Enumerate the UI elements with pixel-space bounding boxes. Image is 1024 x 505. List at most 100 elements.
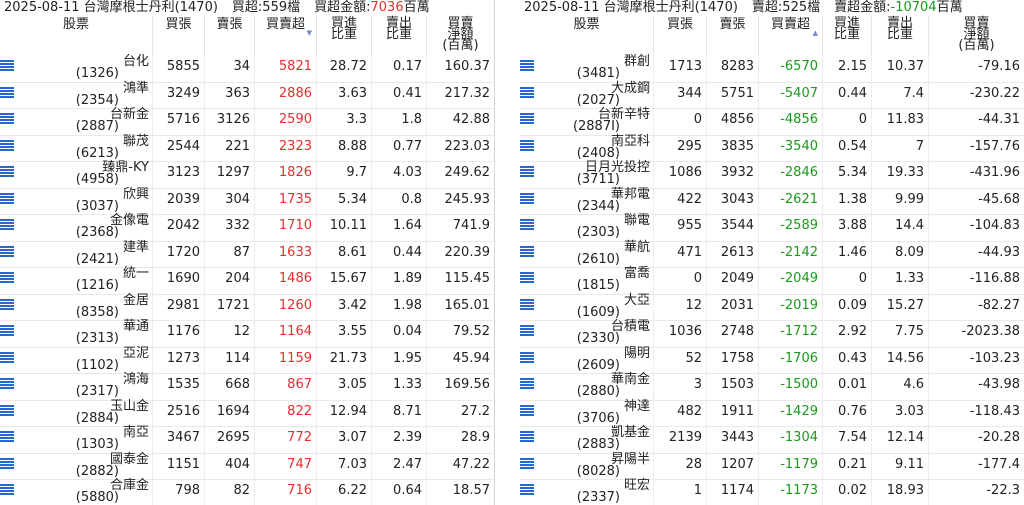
table-row[interactable]: 富喬 (1815) 0 2049 -2049 0 1.33 -116.88 — [520, 267, 1024, 295]
stock-name[interactable]: 南亞科 — [610, 133, 650, 149]
list-menu-icon[interactable] — [0, 457, 14, 470]
list-menu-icon[interactable] — [520, 457, 534, 470]
table-row[interactable]: 華航 (2610) 471 2613 -2142 1.46 8.09 -44.93 — [520, 241, 1024, 268]
list-menu-icon[interactable] — [0, 219, 14, 231]
table-row[interactable]: 鴻海 (2317) 1535 668 867 3.05 1.33 169.56 — [0, 372, 494, 401]
list-menu-icon[interactable] — [0, 60, 14, 72]
stock-name-cell[interactable]: 華邦電 (2344) — [520, 186, 654, 215]
list-menu-icon[interactable] — [520, 378, 534, 390]
stock-name[interactable]: 玉山金 — [109, 398, 149, 414]
stock-name-cell[interactable]: 陽明 (2609) — [520, 347, 654, 374]
stock-name-cell[interactable]: 華通 (2313) — [0, 320, 153, 347]
col-sell-ratio-header[interactable]: 賣出 比重 — [372, 16, 427, 56]
list-menu-icon[interactable] — [0, 113, 14, 125]
stock-name[interactable]: 台積電 — [610, 319, 650, 334]
stock-name-cell[interactable]: 華南金 (2880) — [520, 372, 654, 400]
list-menu-icon[interactable] — [520, 484, 534, 496]
table-row[interactable]: 台化 (1326) 5855 34 5821 28.72 0.17 160.37 — [0, 54, 494, 83]
stock-name-cell[interactable]: 金像電 (2368) — [0, 214, 153, 241]
col-stock-header[interactable]: 股票 — [0, 16, 153, 56]
stock-name-cell[interactable]: 玉山金 (2884) — [0, 398, 153, 427]
col-amount-header[interactable]: 買賣 淨額 (百萬) — [958, 16, 995, 53]
list-menu-icon[interactable] — [0, 404, 14, 417]
list-menu-icon[interactable] — [0, 86, 14, 99]
stock-name[interactable]: 神達 — [623, 398, 650, 414]
stock-name-cell[interactable]: 旺宏 (2337) — [520, 478, 654, 505]
list-menu-icon[interactable] — [520, 325, 534, 337]
table-row[interactable]: 華南金 (2880) 3 1503 -1500 0.01 4.6 -43.98 — [520, 372, 1024, 401]
list-menu-icon[interactable] — [0, 298, 14, 311]
stock-name[interactable]: 鴻準 — [122, 80, 149, 96]
col-sell-header[interactable]: 賣張 — [205, 16, 255, 56]
stock-name-cell[interactable]: 群創 (3481) — [520, 55, 654, 82]
stock-name-cell[interactable]: 金居 (8358) — [0, 292, 153, 321]
stock-name[interactable]: 台新金 — [109, 107, 149, 122]
stock-name-cell[interactable]: 神達 (3706) — [520, 398, 654, 427]
stock-name-cell[interactable]: 亞泥 (1102) — [0, 345, 153, 374]
stock-name-cell[interactable]: 富喬 (1815) — [520, 267, 654, 294]
stock-name[interactable]: 日月光投控 — [584, 160, 650, 175]
stock-name[interactable]: 大成鋼 — [610, 80, 650, 96]
table-row[interactable]: 國泰金 (2882) 1151 404 747 7.03 2.47 47.22 — [0, 451, 494, 480]
list-menu-icon[interactable] — [0, 192, 14, 205]
stock-name[interactable]: 大亞 — [623, 292, 650, 308]
list-menu-icon[interactable] — [520, 139, 534, 152]
stock-name-cell[interactable]: 凱基金 (2883) — [520, 425, 654, 453]
list-menu-icon[interactable] — [520, 86, 534, 99]
stock-name[interactable]: 台化 — [122, 54, 149, 69]
stock-name-cell[interactable]: 華航 (2610) — [520, 241, 654, 268]
table-row[interactable]: 台新金 (2887) 5716 3126 2590 3.3 1.8 42.88 — [0, 107, 494, 136]
stock-name-cell[interactable]: 鴻海 (2317) — [0, 372, 153, 400]
list-menu-icon[interactable] — [520, 166, 534, 178]
table-row[interactable]: 旺宏 (2337) 1 1174 -1173 0.02 18.93 -22.3 — [520, 478, 1024, 505]
stock-name[interactable]: 金居 — [122, 292, 149, 308]
stock-name-cell[interactable]: 欣興 (3037) — [0, 188, 153, 215]
table-row[interactable]: 大成鋼 (2027) 344 5751 -5407 0.44 7.4 -230.22 — [520, 80, 1024, 109]
list-menu-icon[interactable] — [520, 298, 534, 311]
stock-name-cell[interactable]: 台新辛特 (2887I) — [520, 108, 654, 135]
col-sell-header[interactable]: 賣張 — [707, 16, 759, 56]
stock-name-cell[interactable]: 大成鋼 (2027) — [520, 80, 654, 109]
list-menu-icon[interactable] — [0, 272, 14, 284]
table-row[interactable]: 金像電 (2368) 2042 332 1710 10.11 1.64 741.9 — [0, 214, 494, 242]
stock-name-cell[interactable]: 聯電 (2303) — [520, 213, 654, 241]
list-menu-icon[interactable] — [520, 113, 534, 125]
list-menu-icon[interactable] — [0, 245, 14, 258]
stock-name[interactable]: 亞泥 — [122, 345, 149, 361]
list-menu-icon[interactable] — [520, 272, 534, 284]
list-menu-icon[interactable] — [520, 192, 534, 205]
table-row[interactable]: 亞泥 (1102) 1273 114 1159 21.73 1.95 45.94 — [0, 345, 494, 374]
col-stock-header[interactable]: 股票 — [520, 16, 654, 56]
table-row[interactable]: 統一 (1216) 1690 204 1486 15.67 1.89 115.45 — [0, 266, 494, 295]
stock-name-cell[interactable]: 合庫金 (5880) — [0, 479, 153, 505]
col-buy-ratio-header[interactable]: 買進 比重 — [317, 16, 372, 56]
list-menu-icon[interactable] — [520, 219, 534, 231]
table-row[interactable]: 大亞 (1609) 12 2031 -2019 0.09 15.27 -82.27 — [520, 292, 1024, 321]
table-row[interactable]: 神達 (3706) 482 1911 -1429 0.76 3.03 -118.43 — [520, 398, 1024, 427]
stock-name[interactable]: 華南金 — [610, 372, 650, 387]
stock-name-cell[interactable]: 建準 (2421) — [0, 241, 153, 268]
stock-name[interactable]: 統一 — [122, 266, 149, 281]
stock-name-cell[interactable]: 台積電 (2330) — [520, 319, 654, 347]
table-row[interactable]: 合庫金 (5880) 798 82 716 6.22 0.64 18.57 — [0, 479, 494, 505]
list-menu-icon[interactable] — [520, 351, 534, 364]
stock-name[interactable]: 凱基金 — [610, 425, 650, 440]
stock-name-cell[interactable]: 台化 (1326) — [0, 54, 153, 82]
stock-name[interactable]: 鴻海 — [122, 372, 149, 387]
table-row[interactable]: 聯電 (2303) 955 3544 -2589 3.88 14.4 -104.83 — [520, 213, 1024, 242]
table-row[interactable]: 凱基金 (2883) 2139 3443 -1304 7.54 12.14 -20.28 — [520, 425, 1024, 454]
stock-name[interactable]: 國泰金 — [109, 451, 149, 467]
table-row[interactable]: 南亞科 (2408) 295 3835 -3540 0.54 7 -157.76 — [520, 133, 1024, 162]
table-row[interactable]: 鴻準 (2354) 3249 363 2886 3.63 0.41 217.32 — [0, 80, 494, 109]
stock-name[interactable]: 華邦電 — [610, 186, 650, 202]
table-row[interactable]: 陽明 (2609) 52 1758 -1706 0.43 14.56 -103.23 — [520, 347, 1024, 374]
list-menu-icon[interactable] — [0, 378, 14, 390]
table-row[interactable]: 昇陽半 (8028) 28 1207 -1179 0.21 9.11 -177.4 — [520, 453, 1024, 480]
col-net-header[interactable]: 買賣超 ▲ — [759, 16, 823, 56]
list-menu-icon[interactable] — [0, 431, 14, 443]
stock-name-cell[interactable]: 日月光投控 (3711) — [520, 160, 654, 188]
stock-name[interactable]: 旺宏 — [623, 478, 650, 493]
table-row[interactable]: 台積電 (2330) 1036 2748 -1712 2.92 7.75 -2023.38 — [520, 319, 1024, 348]
stock-name-cell[interactable]: 南亞科 (2408) — [520, 133, 654, 162]
stock-name[interactable]: 聯電 — [623, 213, 650, 228]
